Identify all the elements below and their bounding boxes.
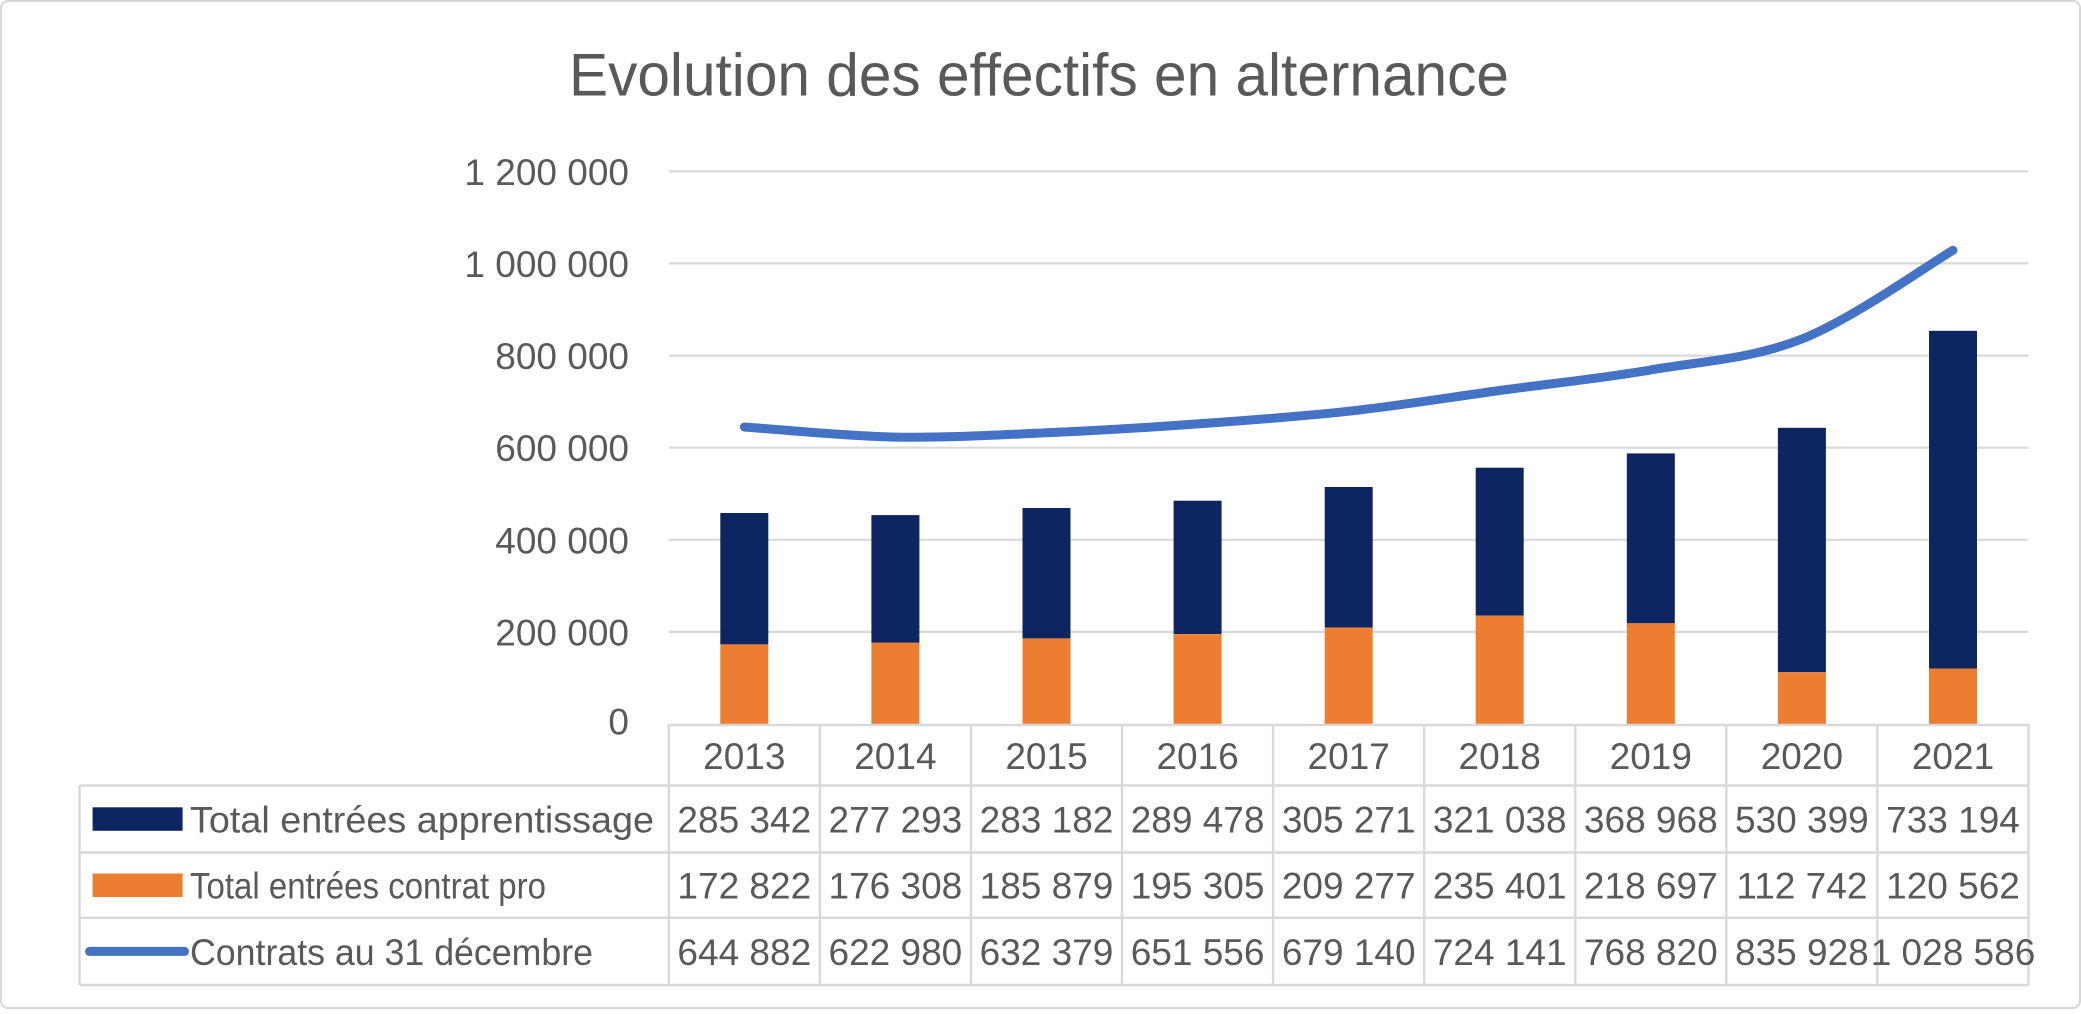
svg-text:2015: 2015 — [1005, 736, 1087, 777]
svg-text:172 822: 172 822 — [677, 866, 811, 907]
svg-text:632 379: 632 379 — [980, 932, 1114, 973]
svg-text:305 271: 305 271 — [1282, 800, 1416, 841]
svg-text:Total entrées contrat pro: Total entrées contrat pro — [190, 866, 546, 907]
svg-text:218 697: 218 697 — [1584, 866, 1718, 907]
svg-text:2020: 2020 — [1761, 736, 1843, 777]
svg-text:1 000 000: 1 000 000 — [464, 244, 629, 285]
svg-text:651 556: 651 556 — [1131, 932, 1265, 973]
svg-text:120 562: 120 562 — [1886, 866, 2020, 907]
svg-text:185 879: 185 879 — [980, 866, 1114, 907]
svg-text:235 401: 235 401 — [1433, 866, 1567, 907]
svg-text:Total entrées apprentissage: Total entrées apprentissage — [190, 800, 654, 841]
svg-text:2014: 2014 — [854, 736, 936, 777]
svg-text:2021: 2021 — [1912, 736, 1994, 777]
svg-text:176 308: 176 308 — [829, 866, 963, 907]
svg-text:368 968: 368 968 — [1584, 800, 1718, 841]
svg-text:2013: 2013 — [703, 736, 785, 777]
svg-text:0: 0 — [608, 702, 629, 743]
svg-text:768 820: 768 820 — [1584, 932, 1718, 973]
svg-text:800 000: 800 000 — [495, 336, 629, 377]
svg-text:724 141: 724 141 — [1433, 932, 1567, 973]
svg-text:195 305: 195 305 — [1131, 866, 1265, 907]
svg-text:400 000: 400 000 — [495, 520, 629, 561]
svg-text:2019: 2019 — [1610, 736, 1692, 777]
svg-text:835 928: 835 928 — [1735, 932, 1869, 973]
svg-text:283 182: 283 182 — [980, 800, 1114, 841]
svg-text:733 194: 733 194 — [1886, 800, 2020, 841]
svg-text:530 399: 530 399 — [1735, 800, 1869, 841]
svg-text:112 742: 112 742 — [1736, 866, 1867, 907]
svg-text:285 342: 285 342 — [677, 800, 811, 841]
svg-text:1 028 586: 1 028 586 — [1871, 932, 2036, 973]
svg-text:321 038: 321 038 — [1433, 800, 1567, 841]
svg-text:Contrats au 31 décembre: Contrats au 31 décembre — [190, 932, 593, 973]
svg-text:1 200 000: 1 200 000 — [464, 152, 629, 193]
svg-text:644 882: 644 882 — [677, 932, 811, 973]
svg-text:2018: 2018 — [1459, 736, 1541, 777]
svg-text:Evolution des effectifs en alt: Evolution des effectifs en alternance — [569, 42, 1509, 109]
svg-text:2016: 2016 — [1156, 736, 1238, 777]
svg-text:277 293: 277 293 — [829, 800, 963, 841]
svg-text:289 478: 289 478 — [1131, 800, 1265, 841]
svg-text:2017: 2017 — [1308, 736, 1390, 777]
svg-text:600 000: 600 000 — [495, 428, 629, 469]
svg-text:679 140: 679 140 — [1282, 932, 1416, 973]
svg-text:200 000: 200 000 — [495, 612, 629, 653]
svg-text:622 980: 622 980 — [829, 932, 963, 973]
svg-text:209 277: 209 277 — [1282, 866, 1416, 907]
